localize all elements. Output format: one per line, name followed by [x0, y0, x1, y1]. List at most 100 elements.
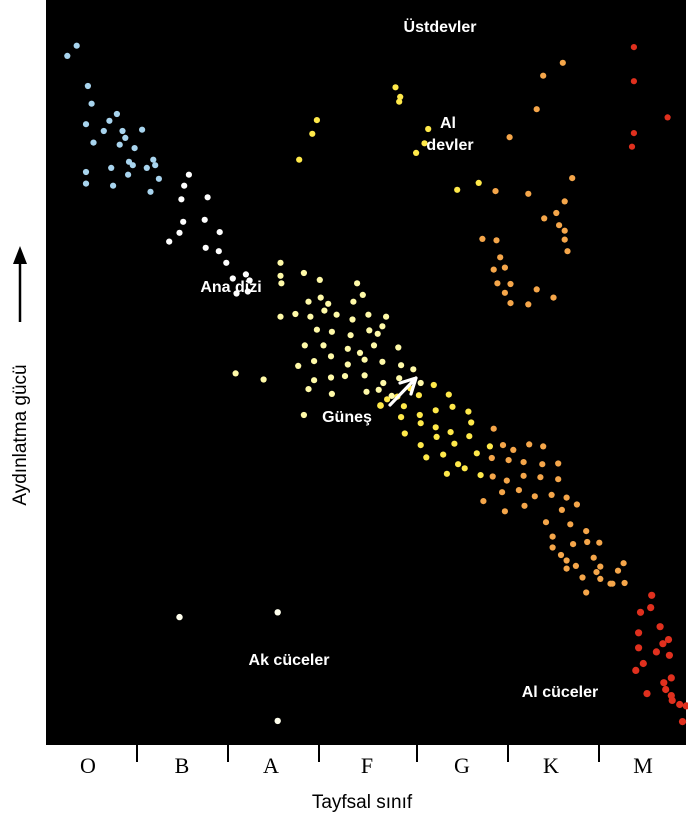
star-point [561, 236, 568, 243]
star-point [139, 126, 146, 133]
sun-marker [377, 376, 418, 409]
star-point [341, 373, 349, 380]
star-point [131, 145, 138, 152]
star-point [682, 702, 688, 710]
star-point [557, 551, 565, 559]
star-point [410, 366, 417, 373]
star-point [180, 218, 187, 225]
star-point [292, 310, 299, 318]
star-point [660, 679, 668, 687]
star-point [333, 311, 340, 318]
star-point [461, 465, 468, 472]
star-point [593, 569, 600, 576]
y-axis-title: Aydınlatma gücü [10, 364, 31, 505]
star-point [550, 294, 557, 301]
star-point [497, 254, 504, 261]
star-point [366, 327, 373, 334]
star-point [84, 82, 91, 90]
star-point [90, 139, 97, 146]
star-point [417, 420, 424, 427]
x-tick-label: G [454, 753, 470, 778]
star-point [553, 209, 560, 217]
star-point [300, 411, 307, 419]
star-point [647, 604, 655, 612]
star-point [246, 277, 253, 284]
star-point [561, 227, 568, 234]
star-point [432, 424, 439, 431]
star-point [417, 442, 424, 449]
star-point [632, 666, 640, 675]
star-points [64, 42, 688, 726]
star-point [201, 216, 208, 223]
star-point [570, 541, 577, 548]
star-point [648, 591, 656, 599]
star-point [490, 425, 497, 432]
star-point [425, 125, 432, 133]
star-point [321, 307, 328, 314]
star-point [678, 718, 687, 726]
star-point [317, 294, 324, 301]
star-point [465, 408, 472, 415]
x-tick-label: M [633, 753, 653, 778]
star-point [176, 229, 183, 236]
star-point [501, 508, 508, 515]
star-point [106, 117, 113, 124]
star-point [316, 276, 323, 283]
x-tick-label: A [263, 753, 279, 778]
star-point [563, 557, 570, 564]
star-point [548, 491, 555, 498]
star-point [503, 477, 510, 484]
star-point [365, 311, 372, 318]
white-dwarf-point [274, 609, 281, 616]
star-point [108, 164, 115, 171]
star-point [676, 700, 684, 709]
star-point [539, 461, 546, 468]
star-point [397, 93, 404, 100]
star-point [309, 130, 316, 137]
star-point [384, 396, 391, 403]
star-point [181, 182, 188, 189]
star-point [475, 179, 482, 186]
star-point [116, 141, 123, 148]
star-point [454, 186, 461, 193]
star-point [664, 636, 673, 644]
x-tick-label: F [361, 753, 373, 778]
star-point [296, 156, 303, 163]
star-point [88, 100, 95, 107]
star-point [521, 502, 528, 509]
star-point [416, 411, 423, 419]
star-point [379, 323, 386, 330]
star-point [400, 403, 407, 410]
star-point [525, 190, 532, 197]
star-point [344, 345, 351, 352]
star-point [505, 457, 512, 464]
star-point [328, 390, 335, 397]
star-point [468, 419, 475, 426]
star-point [563, 494, 570, 501]
star-point [520, 472, 527, 479]
star-point [555, 476, 562, 483]
star-point [388, 392, 395, 399]
star-point [150, 156, 157, 163]
star-point [573, 501, 581, 508]
star-point [232, 370, 239, 377]
star-point [489, 473, 496, 480]
star-point [542, 519, 550, 526]
star-point [635, 644, 643, 652]
star-point [277, 272, 284, 279]
star-point [662, 685, 670, 694]
star-point [417, 379, 424, 387]
star-point [347, 332, 354, 339]
star-point [493, 237, 500, 244]
star-point [556, 222, 563, 229]
star-point [506, 134, 513, 141]
plot-background [46, 0, 686, 744]
star-point [300, 269, 307, 277]
x-tick-label: O [80, 753, 96, 778]
star-point [494, 280, 501, 287]
star-point [515, 487, 523, 494]
star-point [667, 674, 675, 682]
star-point [449, 403, 456, 410]
